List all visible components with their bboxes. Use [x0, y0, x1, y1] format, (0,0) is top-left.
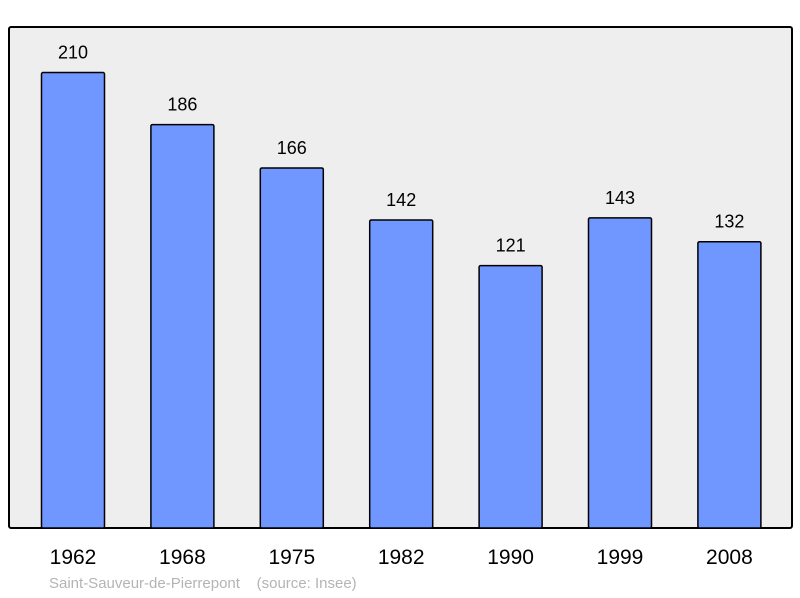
data-label-1968: 186	[167, 95, 197, 115]
x-tick-1975: 1975	[268, 546, 315, 569]
bar-2008	[697, 240, 762, 529]
bar-1999	[587, 217, 653, 529]
bar-1982	[368, 219, 434, 529]
x-tick-2008: 2008	[706, 546, 753, 569]
bar-1990	[478, 264, 543, 529]
bar-1962	[40, 71, 106, 529]
data-label-1982: 142	[386, 190, 416, 210]
x-tick-1982: 1982	[378, 546, 425, 569]
data-label-1990: 121	[496, 236, 526, 256]
footer-source: (source: Insee)	[256, 575, 357, 592]
bar-1968	[150, 123, 215, 529]
x-tick-1999: 1999	[597, 546, 644, 569]
x-tick-1962: 1962	[50, 546, 97, 569]
x-tick-1990: 1990	[487, 546, 534, 569]
data-label-1962: 210	[58, 43, 88, 63]
footer-place: Saint-Sauveur-de-Pierrepont	[49, 575, 240, 592]
data-label-1975: 166	[277, 138, 307, 158]
data-label-1999: 143	[605, 188, 635, 208]
x-tick-1968: 1968	[159, 546, 206, 569]
footer: Saint-Sauveur-de-Pierrepont (source: Ins…	[49, 575, 357, 592]
bar-1975	[259, 167, 325, 529]
data-label-2008: 132	[714, 212, 744, 232]
